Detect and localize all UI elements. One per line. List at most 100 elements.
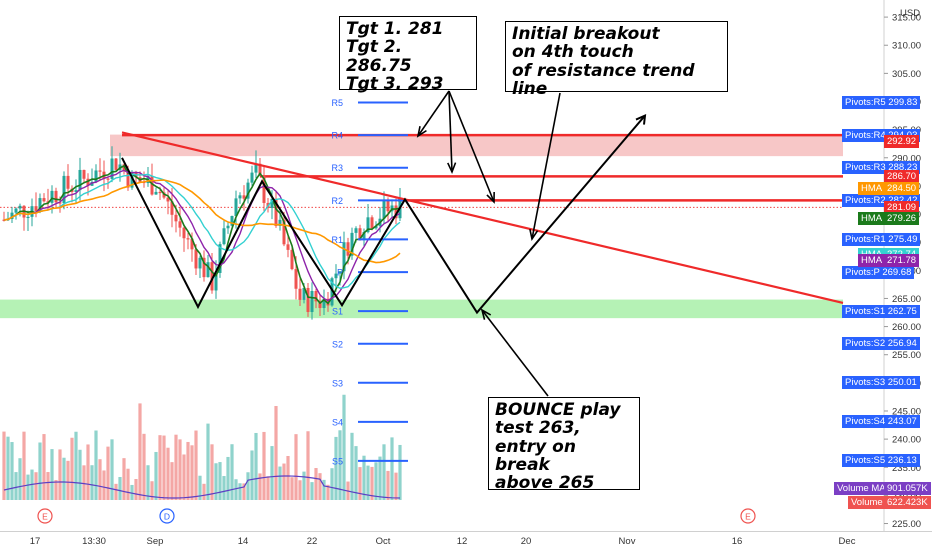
candle [366,217,370,233]
candle [286,244,290,250]
event-marker-label: E [42,512,48,522]
volume-bar [290,477,294,500]
volume-bar [166,447,170,500]
volume-bar [366,465,370,500]
candle [218,244,222,273]
volume-bar [110,439,114,500]
candle [26,216,30,219]
bounce-arrow-head [480,308,492,320]
pattern-arrow-head [635,113,647,125]
price-tick-label: 240.00 [892,435,921,446]
candle [262,175,266,203]
volume-bar [350,432,354,500]
candle [258,163,262,176]
volume-bar [206,423,210,500]
pattern-path [121,114,646,315]
time-axis-label: 13:30 [82,536,106,547]
volume-bar [130,484,134,500]
pivot-tag: Pivots:P 269.68 [842,265,915,279]
volume-bar [98,459,102,500]
price-tick-label: 305.00 [892,69,921,80]
candle [322,298,326,309]
candle [246,182,250,199]
volume-bar [326,484,330,500]
volume-bar [378,456,382,500]
volume-bar [362,455,366,500]
volume-bar [274,406,278,500]
candle [234,198,238,216]
candle [350,232,354,256]
candle [314,291,318,302]
volume-bar [354,446,358,500]
candle [386,200,390,212]
time-axis-label: 17 [30,536,41,547]
volume-bar [134,479,138,500]
time-axis-label: Sep [147,536,164,547]
volume-bar [94,430,98,500]
volume-bar [282,463,286,500]
volume-bar [174,434,178,500]
volume-bar [374,462,378,500]
price-tick-label: 235.00 [892,463,921,474]
event-marker [159,508,175,524]
volume-ma-line [3,475,401,499]
volume-bar [14,472,18,500]
volume-bar [298,480,302,500]
candle [370,217,374,229]
pivot-tag: Pivots:S3 250.01 [842,376,920,390]
support-zone [0,299,843,319]
volume-bar [218,462,222,500]
candle [66,175,70,189]
pivot-tag: Pivots:S5 236.13 [842,454,920,468]
volume-bar [106,446,110,500]
candle [170,201,174,215]
volume-bar [42,434,46,500]
candle [174,214,178,222]
volume-bar [394,472,398,500]
volume-bar [46,472,50,500]
candle [250,172,254,183]
volume-bar [182,454,186,500]
pivot-label: R3 [331,163,343,173]
pivot-label: S1 [332,307,343,317]
volume-bar [314,468,318,500]
price-tag: 292.92 [884,134,920,148]
candle [178,221,182,228]
volume-bar [146,465,150,500]
candle [362,232,366,239]
pivot-label: S3 [332,378,343,388]
target2-arrow [448,90,453,173]
volume-bar [70,437,74,500]
hma-value-tag: 279.26 [884,211,920,225]
candle [90,181,94,186]
time-axis-label: 16 [732,536,743,547]
candle [38,198,42,211]
volume-bar [306,431,310,500]
price-tag: 281.09 [884,201,920,215]
event-marker-label: D [164,512,170,522]
volume-bar [2,431,6,500]
candle [154,191,158,195]
bounce-note: BOUNCE play test 263, entry on break abo… [488,397,640,493]
volume-bar [26,474,30,500]
volume-bar [234,479,238,500]
hma-value-tag: 271.78 [884,253,920,267]
volume-bar [294,434,298,500]
candle [34,206,38,211]
candle [98,170,102,172]
candle [74,190,78,192]
price-tick-label: 260.00 [892,322,921,333]
candle [206,262,210,278]
volume-bar [390,437,394,500]
time-axis-label: 14 [238,536,249,547]
moving-average-line [3,169,401,302]
volume-bar [126,468,130,500]
candle [82,169,86,179]
volume-label: Volume [848,495,886,509]
candle [274,198,278,226]
candle [50,190,54,203]
volume-bar [210,444,214,500]
volume-bar [266,476,270,500]
volume-bar [50,449,54,500]
